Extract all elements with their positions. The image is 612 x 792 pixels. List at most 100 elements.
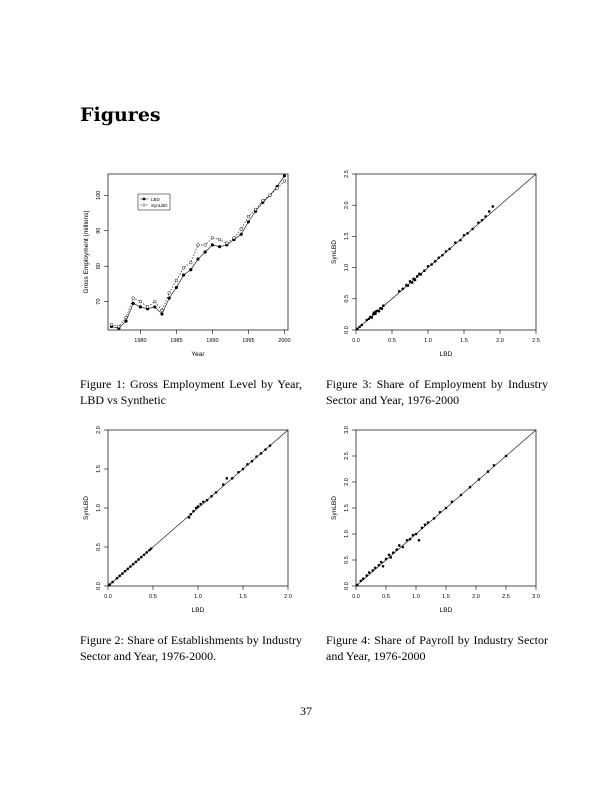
figure-1-caption: Figure 1: Gross Employment Level by Year… <box>80 377 302 407</box>
data-point <box>395 548 399 551</box>
data-point-synlbd <box>246 214 251 219</box>
data-point <box>414 532 418 536</box>
data-point <box>140 555 143 559</box>
data-point <box>444 250 448 253</box>
data-point <box>355 583 359 587</box>
data-point-lbd <box>196 257 200 261</box>
y-tick-label: 1.5 <box>344 504 350 512</box>
y-tick-label: 0.5 <box>344 295 350 303</box>
data-point <box>384 557 388 561</box>
figure-4-chart: 0.0 0.5 1.0 1.5 2.0 2.5 3.0 0.0 0.5 1.0 1.5 2.0 2.5 3… <box>322 418 552 616</box>
x-tick-label: 2000 <box>278 338 290 344</box>
data-point <box>246 463 249 466</box>
data-point <box>148 548 151 552</box>
data-point <box>225 477 229 480</box>
data-point <box>123 569 127 573</box>
data-point <box>387 553 391 557</box>
data-point-lbd <box>153 305 157 309</box>
data-point <box>391 551 395 555</box>
data-point <box>397 290 401 293</box>
plot-frame <box>107 173 289 331</box>
legend-entry: LBD <box>151 197 161 202</box>
data-point-lbd <box>138 305 143 309</box>
data-point <box>410 281 414 284</box>
data-point-synlbd <box>131 296 135 300</box>
data-point <box>492 464 496 467</box>
x-tick-label: 0.5 <box>382 594 390 600</box>
data-point <box>108 583 112 586</box>
data-point <box>196 505 200 508</box>
data-point <box>444 506 448 510</box>
data-point <box>406 284 410 287</box>
data-point <box>370 316 374 319</box>
data-point <box>199 502 202 506</box>
data-point <box>405 538 409 542</box>
data-point-synlbd <box>210 236 215 240</box>
data-point-synlbd <box>189 260 193 265</box>
data-point-lbd <box>282 174 287 178</box>
data-point-synlbd <box>174 278 179 283</box>
y-axis-label: SynLBD <box>331 240 338 264</box>
y-axis-label: SynLBD <box>83 496 90 520</box>
data-point <box>373 566 377 570</box>
data-point-synlbd <box>153 299 157 304</box>
data-point <box>367 317 371 321</box>
data-point <box>448 247 451 251</box>
y-tick-label: 90 <box>96 228 102 234</box>
data-point <box>377 563 381 567</box>
x-tick-label: 1995 <box>242 338 254 344</box>
legend-box <box>137 193 171 211</box>
data-point <box>430 263 433 266</box>
data-point <box>361 577 365 581</box>
data-point <box>419 273 423 276</box>
data-point-lbd <box>239 232 243 236</box>
legend-marker <box>142 203 146 207</box>
y-tick-label: 1.0 <box>344 530 350 538</box>
data-point <box>401 545 405 549</box>
data-point-synlbd <box>117 324 121 329</box>
figure-3-chart: 0.0 0.5 1.0 1.5 2.0 2.5 0.0 0.5 1.0 1.5 2.0 2.5 LBD S… <box>322 162 552 360</box>
x-tick-label: 0.0 <box>104 594 112 600</box>
data-point <box>477 478 481 481</box>
x-tick-label: 1.5 <box>460 338 468 344</box>
data-point-lbd <box>210 243 215 247</box>
data-point <box>437 256 441 259</box>
data-point-synlbd <box>138 299 143 304</box>
data-point <box>134 560 138 564</box>
y-tick-label: 70 <box>96 299 102 305</box>
data-point <box>389 556 393 559</box>
data-point <box>486 470 490 473</box>
series-line-lbd <box>111 175 285 329</box>
section-title: Figures <box>80 104 161 126</box>
x-axis-label: LBD <box>440 351 453 358</box>
y-tick-label: 100 <box>96 191 102 200</box>
x-tick-label: 2.5 <box>532 338 540 344</box>
data-point <box>264 448 267 451</box>
data-point <box>380 307 384 311</box>
data-point <box>491 205 495 208</box>
data-point-synlbd <box>196 243 200 247</box>
figure-1-chart: 1980 1985 1990 1995 2000 70 80 90 100 Year Gross E… <box>74 162 304 360</box>
legend-marker <box>142 197 146 201</box>
x-tick-label: 2.0 <box>284 594 292 600</box>
x-tick-label: 0.5 <box>149 594 157 600</box>
data-point <box>480 218 484 222</box>
y-axis-label: SynLBD <box>331 496 338 520</box>
x-tick-label: 1980 <box>134 338 146 344</box>
x-tick-label: 1.5 <box>239 594 247 600</box>
data-point-synlbd <box>275 186 279 190</box>
data-point <box>487 210 491 213</box>
data-point-lbd <box>203 250 207 254</box>
data-point <box>423 523 427 526</box>
series-line-synlbd <box>111 180 285 327</box>
y-tick-label: 0.5 <box>96 543 102 551</box>
data-point <box>432 517 436 520</box>
x-tick-label: 1.0 <box>412 594 420 600</box>
x-axis-label: LBD <box>440 607 453 614</box>
data-point-synlbd <box>167 291 171 295</box>
data-point <box>426 521 430 524</box>
data-point <box>468 485 472 489</box>
data-point <box>121 572 124 575</box>
data-point <box>397 544 401 547</box>
data-point <box>192 509 195 513</box>
